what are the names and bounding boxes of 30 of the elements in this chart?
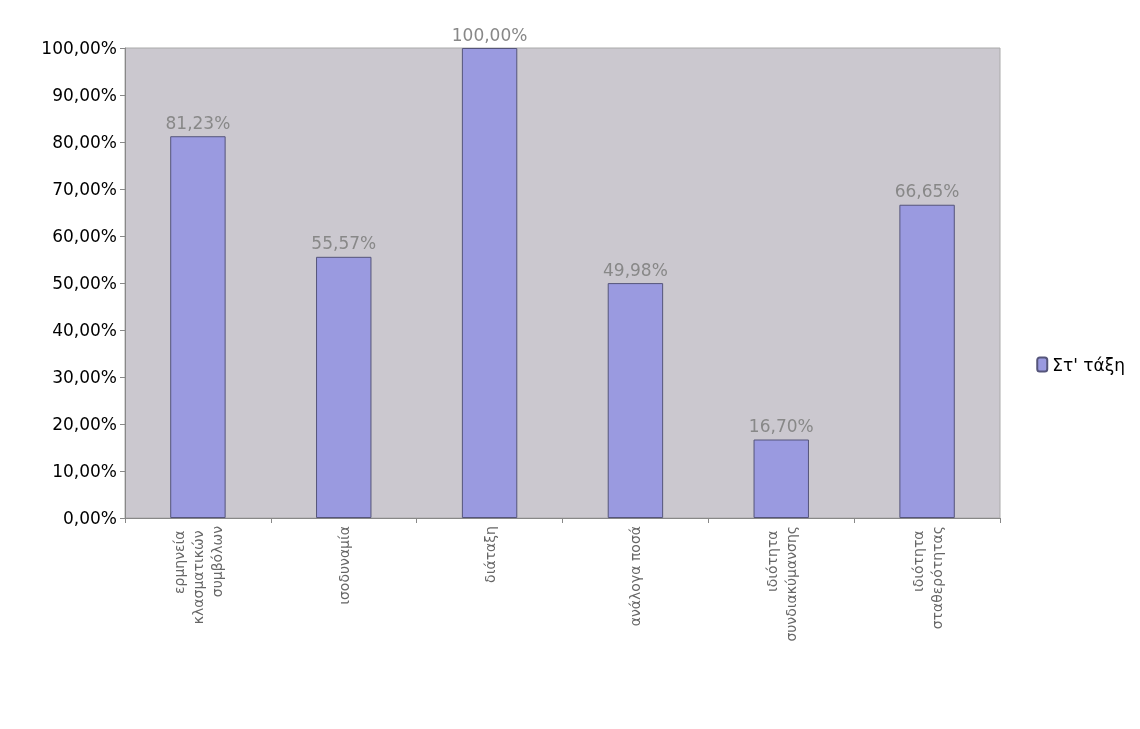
y-tick-label: 40,00% bbox=[52, 320, 117, 340]
y-tick-label: 50,00% bbox=[52, 273, 117, 293]
data-label: 100,00% bbox=[451, 24, 528, 45]
y-tick-label: 20,00% bbox=[52, 414, 117, 434]
y-tick-label: 30,00% bbox=[52, 367, 117, 387]
legend-label: Στ' τάξη bbox=[1052, 354, 1125, 375]
y-tick-label: 90,00% bbox=[52, 85, 117, 105]
x-tick-label: ισοδυναμία bbox=[335, 526, 352, 605]
y-tick-label: 70,00% bbox=[52, 179, 117, 199]
data-label: 16,70% bbox=[748, 416, 814, 437]
y-tick-label: 80,00% bbox=[52, 132, 117, 152]
bar bbox=[316, 256, 372, 518]
x-tick-label: ιδιότητα συνδιακύμανσης bbox=[763, 526, 799, 642]
data-label: 49,98% bbox=[603, 259, 668, 280]
y-tick-label: 0,00% bbox=[62, 508, 117, 528]
data-label: 55,57% bbox=[311, 233, 377, 254]
x-tick-label: διάταξη bbox=[481, 526, 498, 583]
x-tick-label: ερμηνεία κλασματικών συμβόλων bbox=[170, 525, 225, 625]
bar bbox=[170, 136, 226, 518]
y-tick-label: 100,00% bbox=[41, 38, 117, 58]
bar bbox=[461, 48, 518, 518]
x-tick-label: ανάλογα ποσά bbox=[627, 526, 644, 627]
bar bbox=[753, 439, 809, 518]
bar bbox=[607, 283, 664, 518]
data-label: 66,65% bbox=[894, 181, 960, 202]
data-label: 81,23% bbox=[165, 112, 231, 133]
y-tick-label: 60,00% bbox=[52, 226, 117, 246]
x-tick-label: ιδιότητα σταθερότητας bbox=[909, 526, 945, 630]
y-tick-label: 10,00% bbox=[52, 461, 117, 481]
bar bbox=[899, 204, 955, 518]
